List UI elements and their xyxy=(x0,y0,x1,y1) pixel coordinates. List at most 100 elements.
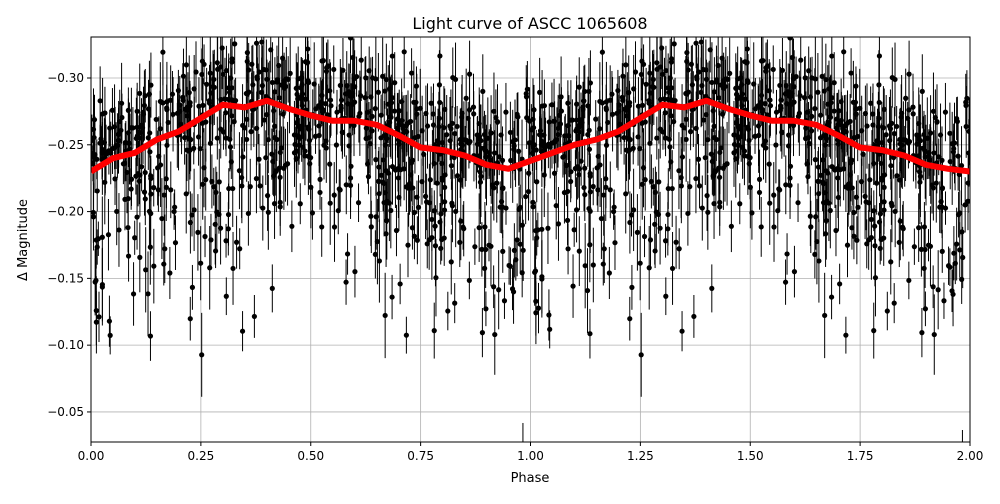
data-point xyxy=(116,193,122,267)
data-point xyxy=(164,84,170,132)
data-point xyxy=(142,172,148,226)
data-point xyxy=(399,78,405,125)
data-point xyxy=(427,147,433,212)
data-point xyxy=(107,109,113,147)
data-point xyxy=(601,214,607,284)
data-point xyxy=(496,250,502,330)
data-point xyxy=(717,110,723,195)
data-point xyxy=(872,238,879,317)
data-point xyxy=(378,98,384,177)
data-point xyxy=(647,37,653,113)
data-point xyxy=(515,92,521,142)
data-point xyxy=(343,155,349,215)
data-point xyxy=(594,130,600,206)
data-point xyxy=(921,202,927,252)
data-point xyxy=(324,42,330,93)
data-point xyxy=(536,116,543,154)
data-point xyxy=(829,37,835,90)
data-point xyxy=(482,202,488,252)
data-point xyxy=(571,212,577,247)
data-point xyxy=(933,143,939,223)
data-point xyxy=(239,311,246,352)
data-point xyxy=(872,209,878,243)
data-point xyxy=(208,213,214,266)
data-point xyxy=(918,222,924,277)
data-point xyxy=(849,205,855,250)
data-point xyxy=(597,90,603,167)
data-point xyxy=(229,45,235,79)
data-point xyxy=(528,126,534,160)
data-point xyxy=(841,37,847,89)
data-point xyxy=(884,291,890,331)
data-point xyxy=(479,308,485,358)
data-point xyxy=(183,37,189,97)
data-point xyxy=(611,189,617,225)
data-point xyxy=(160,69,166,136)
data-point xyxy=(458,107,464,172)
data-point xyxy=(888,181,894,225)
data-point xyxy=(209,154,215,209)
data-point xyxy=(508,132,514,189)
data-point xyxy=(148,52,154,118)
data-point xyxy=(739,58,745,112)
data-point xyxy=(447,96,453,156)
data-point xyxy=(369,56,376,100)
data-point xyxy=(281,56,287,106)
data-point xyxy=(669,231,676,305)
data-point xyxy=(870,92,876,136)
data-point xyxy=(640,44,647,85)
data-point xyxy=(431,302,437,359)
data-point xyxy=(336,169,342,209)
data-point xyxy=(542,111,548,181)
data-point xyxy=(665,202,671,256)
data-point xyxy=(488,206,494,287)
data-point xyxy=(254,57,261,101)
data-point xyxy=(807,108,813,179)
data-point xyxy=(654,37,660,100)
data-point xyxy=(93,276,99,345)
chart-title: Light curve of ASCC 1065608 xyxy=(412,14,647,33)
data-point xyxy=(251,294,257,338)
data-point xyxy=(145,251,151,337)
data-point xyxy=(244,97,250,182)
data-point xyxy=(397,263,403,305)
x-tick-label: 1.75 xyxy=(847,449,874,463)
data-point xyxy=(424,219,430,269)
data-point xyxy=(352,50,358,124)
data-point xyxy=(685,56,691,128)
data-point xyxy=(784,87,790,120)
data-point xyxy=(91,114,95,167)
data-point xyxy=(837,263,843,305)
data-point xyxy=(233,215,240,269)
data-point xyxy=(634,194,641,271)
data-point xyxy=(843,94,849,157)
data-point xyxy=(652,166,658,219)
data-point xyxy=(626,55,632,130)
data-point xyxy=(916,122,922,189)
data-point xyxy=(773,89,780,135)
data-point xyxy=(600,242,606,286)
data-point xyxy=(232,37,238,75)
data-point xyxy=(576,57,582,117)
data-point xyxy=(337,58,343,112)
data-point xyxy=(657,37,663,106)
data-point xyxy=(841,137,847,201)
data-point xyxy=(911,228,917,265)
data-point xyxy=(822,200,829,267)
data-point xyxy=(452,283,458,324)
y-tick-label: −0.10 xyxy=(47,338,84,352)
data-point xyxy=(264,160,271,231)
data-point xyxy=(632,41,639,103)
data-point xyxy=(777,58,783,112)
data-point xyxy=(833,204,839,257)
data-point xyxy=(623,37,629,97)
data-point xyxy=(130,262,137,326)
data-point xyxy=(433,238,439,317)
data-point xyxy=(387,77,393,157)
data-point xyxy=(627,296,633,341)
data-point xyxy=(621,110,627,165)
data-point xyxy=(758,197,764,257)
data-point xyxy=(289,200,295,253)
data-point xyxy=(439,218,445,261)
data-point xyxy=(610,193,617,230)
